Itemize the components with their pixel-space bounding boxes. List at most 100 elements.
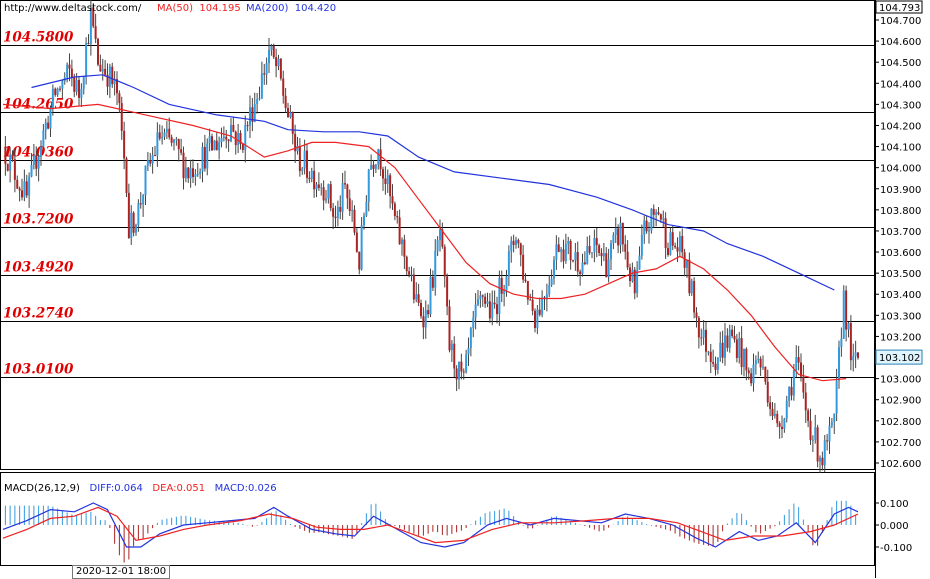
- level-label: 104.2650: [3, 97, 74, 113]
- candle-up: [752, 364, 755, 384]
- candle-down: [47, 122, 50, 129]
- candle-down: [802, 376, 805, 393]
- candle-up: [436, 239, 439, 251]
- candle-down: [391, 196, 394, 204]
- candle-up: [108, 66, 111, 87]
- macd-tick-label: -0.100: [880, 543, 912, 554]
- candle-down: [389, 175, 392, 197]
- candle-up: [702, 329, 705, 338]
- price-tick-label: 102.800: [880, 417, 921, 428]
- candle-down: [59, 88, 61, 90]
- candle-down: [232, 124, 235, 132]
- candle-up: [80, 88, 83, 98]
- source-url[interactable]: http://www.deltastock.com/: [4, 3, 142, 14]
- price-tick-label: 104.700: [880, 16, 921, 27]
- candle-down: [500, 277, 503, 294]
- candle-down: [776, 413, 779, 424]
- candle-up: [37, 156, 40, 169]
- candle-up: [541, 297, 544, 315]
- candle-down: [396, 216, 399, 218]
- candle-up: [146, 160, 149, 166]
- price-tick-label: 103.700: [880, 227, 921, 238]
- candle-up: [213, 140, 216, 151]
- candle-down: [116, 79, 118, 94]
- candle-up: [434, 250, 437, 288]
- candle-up: [253, 104, 256, 122]
- candle-down: [4, 146, 7, 164]
- macd-lines: [2, 502, 859, 548]
- candle-down: [709, 351, 712, 363]
- candle-down: [99, 64, 102, 72]
- candle-down: [263, 73, 266, 75]
- candle-up: [130, 212, 133, 238]
- candle-up: [662, 218, 665, 220]
- candle-down: [54, 88, 57, 95]
- candle-up: [184, 167, 187, 179]
- candle-down: [726, 335, 729, 348]
- candle-down: [600, 253, 603, 257]
- candle-up: [258, 98, 261, 100]
- candle-up: [847, 323, 850, 330]
- candle-up: [244, 125, 247, 150]
- candle-down: [239, 132, 242, 145]
- candle-up: [545, 294, 548, 300]
- candle-down: [358, 251, 361, 270]
- candle-up: [840, 338, 843, 348]
- candle-down: [279, 58, 282, 79]
- candle-bodies: [4, 7, 859, 466]
- candle-up: [507, 251, 510, 277]
- candle-down: [529, 299, 532, 301]
- candle-up: [638, 255, 641, 270]
- price-panel-frame: [0, 0, 875, 470]
- candle-down: [420, 302, 422, 317]
- candle-up: [838, 347, 840, 381]
- macd-tick-label: 0.000: [880, 521, 909, 532]
- candle-down: [384, 178, 387, 185]
- candle-up: [785, 400, 788, 419]
- candle-down: [764, 366, 767, 382]
- candle-up: [196, 174, 199, 176]
- candle-up: [173, 139, 175, 143]
- candle-down: [766, 381, 769, 403]
- candle-up: [101, 68, 104, 72]
- candle-up: [249, 107, 251, 126]
- candle-up: [811, 439, 814, 441]
- candle-up: [757, 358, 760, 361]
- candle-down: [697, 317, 700, 338]
- ma200-line: [31, 74, 835, 291]
- candle-up: [648, 230, 650, 232]
- candle-down: [517, 239, 520, 244]
- candle-up: [458, 361, 460, 380]
- candle-down: [816, 427, 819, 462]
- candle-down: [87, 42, 90, 44]
- macd-tick-label: 0.100: [880, 499, 909, 510]
- candle-down: [180, 149, 183, 153]
- candle-up: [268, 49, 270, 64]
- candle-down: [496, 304, 498, 315]
- candle-up: [303, 150, 306, 169]
- candle-down: [73, 77, 76, 92]
- candle-up: [536, 309, 539, 329]
- candle-down: [21, 190, 23, 198]
- candle-down: [382, 169, 384, 179]
- current-price-tag-box: [875, 349, 923, 365]
- ma50-line: [2, 103, 847, 382]
- candle-down: [633, 269, 636, 294]
- candle-down: [683, 252, 686, 268]
- candle-down: [372, 164, 375, 169]
- ma200-legend: MA(200) 104.420: [246, 3, 336, 14]
- candle-down: [403, 239, 406, 257]
- macd-value: MACD:0.026: [214, 483, 277, 494]
- candle-down: [70, 68, 73, 78]
- candle-up: [619, 222, 622, 246]
- candle-down: [346, 184, 349, 199]
- candle-down: [700, 337, 703, 339]
- candle-down: [118, 93, 121, 104]
- candle-down: [522, 254, 525, 280]
- candle-down: [125, 158, 128, 193]
- candle-up: [610, 243, 612, 260]
- candle-up: [842, 290, 845, 339]
- candle-up: [85, 42, 88, 77]
- candle-down: [275, 57, 278, 67]
